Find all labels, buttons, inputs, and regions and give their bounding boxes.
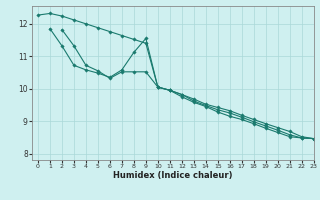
X-axis label: Humidex (Indice chaleur): Humidex (Indice chaleur) <box>113 171 233 180</box>
